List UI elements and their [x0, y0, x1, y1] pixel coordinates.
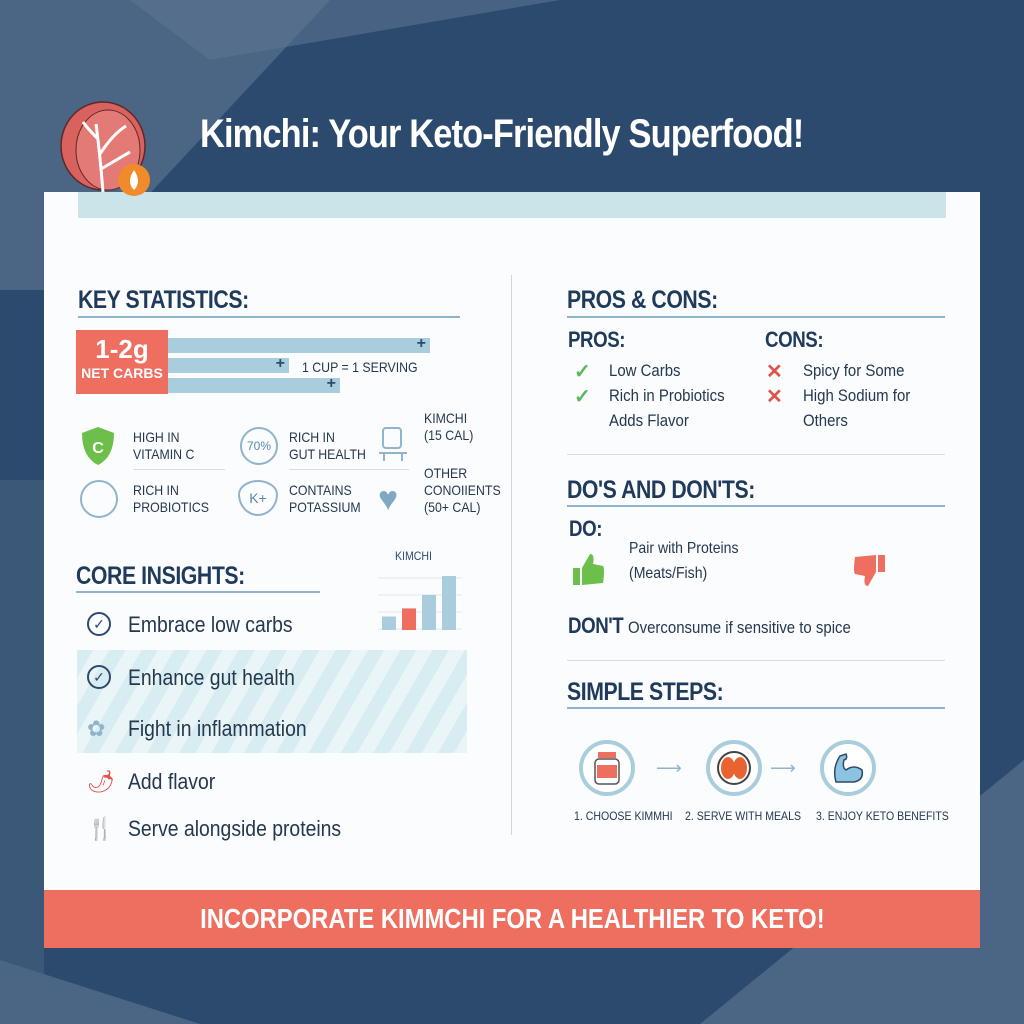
- check-circle-icon: ✓: [87, 665, 111, 689]
- heading-rule: [567, 316, 945, 318]
- stat-text: HIGH IN VITAMIN C: [133, 429, 195, 462]
- heart-icon: ♥: [378, 480, 399, 518]
- thumbs-up-icon: [572, 552, 606, 591]
- pro-item: Rich in Probiotics: [609, 386, 725, 405]
- cta-banner: INCORPORATE KIMMCHI FOR A HEALTHIER TO K…: [44, 890, 980, 948]
- muscle-icon: [820, 740, 876, 796]
- stat-bar: +: [160, 335, 430, 353]
- net-carbs-label: NET CARBS: [81, 365, 163, 381]
- probiotics-icon: [80, 480, 118, 518]
- x-icon: ✕: [766, 361, 783, 383]
- arrow-icon: ⟶: [770, 758, 796, 778]
- do-label: DO:: [569, 516, 603, 541]
- pros-cons-heading: PROS & CONS:: [567, 286, 718, 314]
- serving-label: 1 CUP = 1 SERVING: [302, 359, 418, 375]
- thumbs-down-icon: [852, 554, 886, 593]
- con-item: High Sodium for: [803, 386, 911, 405]
- svg-text:C: C: [92, 440, 104, 457]
- heading-rule: [567, 707, 945, 709]
- con-item: Spicy for Some: [803, 361, 905, 380]
- pro-item: Adds Flavor: [609, 411, 689, 430]
- stat-text: CONTAINS POTASSIUM: [289, 482, 361, 515]
- stat-text: KIMCHI (15 CAL): [424, 410, 474, 443]
- arrow-icon: ⟶: [656, 758, 682, 778]
- divider: [289, 469, 409, 470]
- heading-rule: [78, 316, 460, 318]
- insight-item: Serve alongside proteins: [128, 816, 342, 841]
- net-carbs-value: 1-2g: [95, 334, 149, 364]
- check-circle-icon: ✓: [87, 612, 111, 636]
- insight-item: Embrace low carbs: [128, 612, 293, 637]
- con-item: Others: [803, 411, 848, 430]
- ginger-icon: ✿: [87, 716, 106, 741]
- step-label: 3. ENJOY KETO BENEFITS: [816, 809, 949, 823]
- plate-icon: [706, 740, 762, 796]
- key-statistics-heading: KEY STATISTICS:: [78, 286, 249, 314]
- pros-label: PROS:: [568, 327, 626, 352]
- stat-text: RICH IN PROBIOTICS: [133, 482, 209, 515]
- insight-item: Add flavor: [128, 769, 216, 794]
- insight-item: Fight in inflammation: [128, 716, 307, 741]
- potassium-heart-icon: K+: [238, 480, 278, 516]
- insight-item: Enhance gut health: [128, 665, 295, 690]
- highlight-band: [77, 650, 467, 753]
- chart-bar: [442, 576, 456, 630]
- vitamin-c-shield-icon: C: [80, 425, 116, 472]
- chart-bar: [422, 594, 436, 630]
- cons-label: CONS:: [765, 327, 824, 352]
- step-label: 1. CHOOSE KIMMHI: [574, 809, 673, 823]
- do-text-line2: (Meats/Fish): [629, 565, 708, 582]
- chili-pepper-icon: 🌶: [87, 769, 115, 794]
- column-divider: [511, 275, 512, 835]
- cabbage-flame-icon: [60, 101, 150, 196]
- check-icon: ✓: [574, 361, 591, 383]
- cta-text: INCORPORATE KIMMCHI FOR A HEALTHIER TO K…: [199, 903, 825, 934]
- chart-label: KIMCHI: [395, 549, 432, 563]
- x-icon: ✕: [766, 386, 783, 408]
- check-icon: ✓: [574, 386, 591, 408]
- page-title: Kimchi: Your Keto-Friendly Superfood!: [200, 112, 804, 156]
- stat-text: RICH IN GUT HEALTH: [289, 429, 366, 462]
- fork-knife-icon: 🍴: [87, 816, 115, 841]
- chart-bar: [402, 608, 416, 630]
- stat-text: OTHER CONOIIENTS (50+ CAL): [424, 465, 501, 515]
- dont-label: DON'T: [568, 613, 624, 638]
- scale-icon: [378, 425, 408, 470]
- mini-bar-chart: [378, 576, 462, 630]
- heading-rule: [76, 591, 320, 593]
- pro-item: Low Carbs: [609, 361, 681, 380]
- dos-donts-heading: DO'S AND DON'TS:: [567, 476, 755, 504]
- heading-rule: [567, 505, 945, 507]
- divider: [567, 454, 945, 455]
- stat-bar: +: [160, 355, 289, 373]
- step-label: 2. SERVE WITH MEALS: [685, 809, 801, 823]
- percent-70-icon: 70%: [240, 427, 278, 465]
- chart-bar: [382, 616, 396, 630]
- do-text-line1: Pair with Proteins: [629, 540, 739, 557]
- header-accent-band: [78, 192, 946, 218]
- stat-bar: +: [160, 375, 340, 393]
- content-panel: [44, 192, 980, 948]
- net-carbs-badge: 1-2g NET CARBS: [76, 330, 168, 394]
- jar-icon: [579, 740, 635, 796]
- divider: [567, 660, 945, 661]
- dont-text: Overconsume if sensitive to spice: [628, 618, 851, 637]
- divider: [133, 469, 225, 470]
- core-insights-heading: CORE INSIGHTS:: [76, 562, 245, 590]
- simple-steps-heading: SIMPLE STEPS:: [567, 678, 724, 706]
